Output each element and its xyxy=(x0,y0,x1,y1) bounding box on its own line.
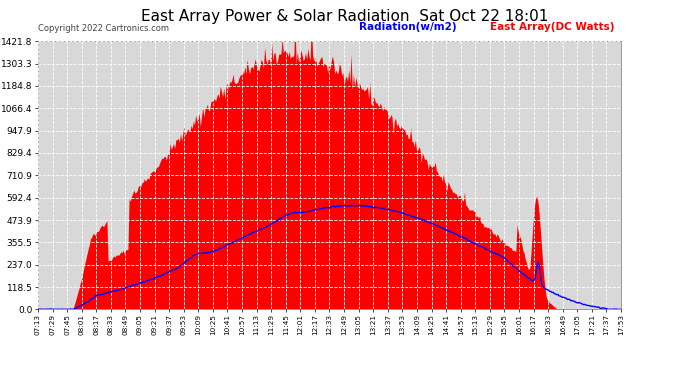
Text: East Array(DC Watts): East Array(DC Watts) xyxy=(490,22,614,33)
Text: Radiation(w/m2): Radiation(w/m2) xyxy=(359,22,456,33)
Text: Copyright 2022 Cartronics.com: Copyright 2022 Cartronics.com xyxy=(38,24,169,33)
Text: East Array Power & Solar Radiation  Sat Oct 22 18:01: East Array Power & Solar Radiation Sat O… xyxy=(141,9,549,24)
